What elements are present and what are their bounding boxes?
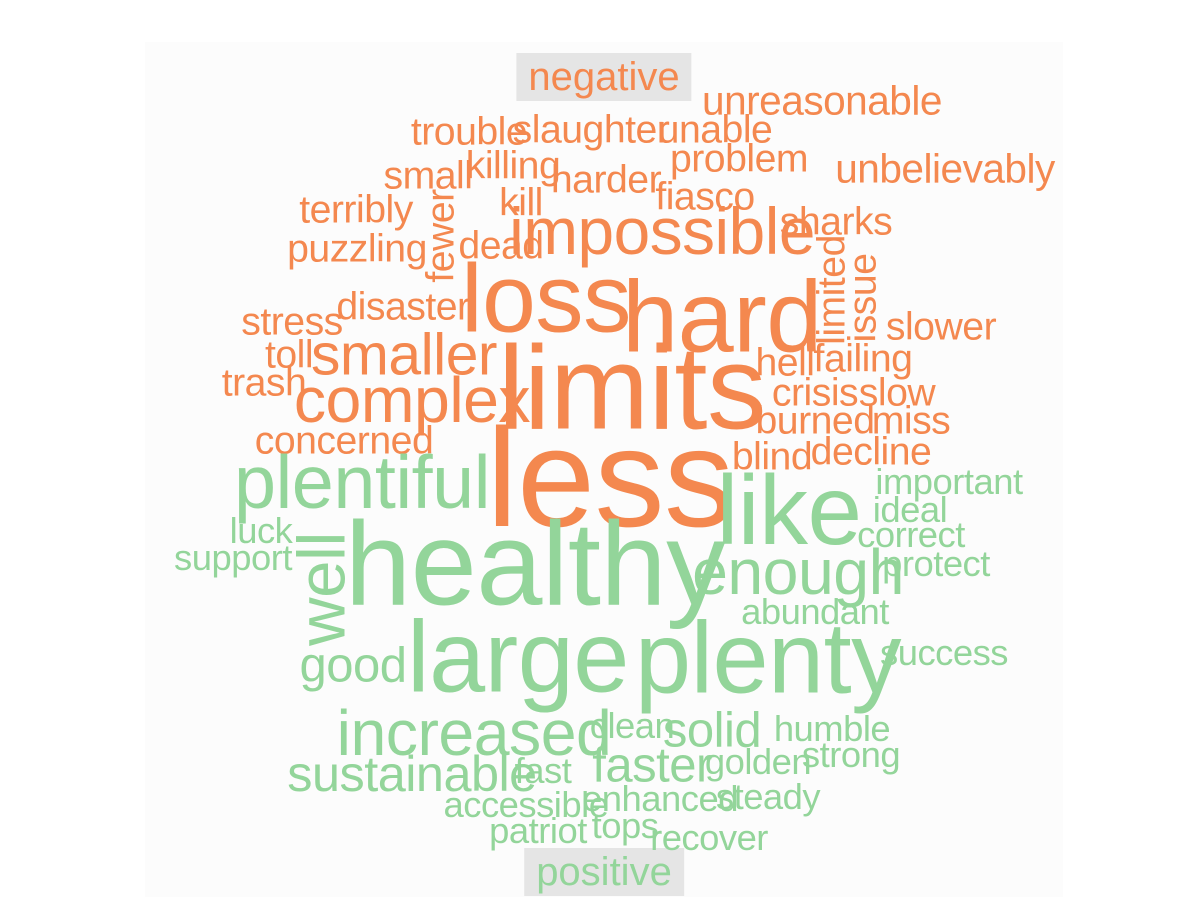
word-fiasco: fiasco bbox=[655, 175, 755, 219]
group-label-positive: positive bbox=[524, 848, 684, 896]
word-fewer: fewer bbox=[419, 189, 463, 283]
word-accessible: accessible bbox=[443, 783, 609, 825]
word-sharks: sharks bbox=[779, 200, 893, 244]
word-correct: correct bbox=[857, 513, 965, 555]
word-decline: decline bbox=[810, 430, 932, 474]
word-blind: blind bbox=[731, 435, 813, 479]
word-limits: limits bbox=[497, 321, 767, 455]
word-kill: kill bbox=[499, 181, 543, 225]
word-harder: harder bbox=[550, 158, 662, 202]
word-less: less bbox=[486, 399, 734, 556]
word-ideal: ideal bbox=[872, 488, 948, 530]
word-large: large bbox=[407, 601, 629, 714]
word-clean: clean bbox=[589, 704, 675, 746]
word-terribly: terribly bbox=[299, 188, 413, 232]
word-smaller: smaller bbox=[311, 322, 497, 388]
word-unreasonable: unreasonable bbox=[702, 77, 942, 124]
word-slow: slow bbox=[858, 371, 936, 415]
word-increased: increased bbox=[336, 696, 612, 769]
word-steady: steady bbox=[715, 775, 821, 817]
word-miss: miss bbox=[871, 399, 951, 443]
word-small: small bbox=[383, 154, 473, 198]
word-solid: solid bbox=[662, 703, 762, 758]
word-burned: burned bbox=[755, 399, 875, 443]
word-success: success bbox=[880, 631, 1008, 673]
word-abundant: abundant bbox=[741, 590, 889, 632]
group-label-negative: negative bbox=[516, 53, 692, 101]
word-well: well bbox=[284, 532, 360, 646]
word-support: support bbox=[174, 536, 292, 578]
word-good: good bbox=[299, 638, 407, 693]
word-trouble: trouble bbox=[410, 110, 528, 154]
word-like: like bbox=[716, 455, 862, 565]
word-concerned: concerned bbox=[254, 419, 434, 463]
word-slower: slower bbox=[885, 305, 997, 349]
word-puzzling: puzzling bbox=[287, 227, 427, 271]
wordcloud-panel bbox=[145, 42, 1063, 897]
word-toll: toll bbox=[264, 333, 314, 377]
word-crisis: crisis bbox=[771, 371, 859, 415]
word-enough: enough bbox=[692, 535, 904, 608]
word-important: important bbox=[875, 460, 1023, 502]
word-dead: dead bbox=[458, 224, 544, 268]
word-slaughter: slaughter bbox=[512, 108, 670, 152]
word-failing: failing bbox=[813, 337, 913, 381]
word-patriot: patriot bbox=[489, 809, 587, 851]
word-golden: golden bbox=[704, 740, 812, 782]
word-humble: humble bbox=[773, 707, 891, 749]
word-tops: tops bbox=[591, 804, 659, 846]
word-killing: killing bbox=[465, 144, 561, 188]
word-strong: strong bbox=[801, 733, 901, 775]
word-plenty: plenty bbox=[635, 602, 901, 715]
word-fast: fast bbox=[514, 749, 572, 791]
word-enhanced: enhanced bbox=[582, 777, 738, 819]
word-complex: complex bbox=[293, 363, 531, 436]
word-healthy: healthy bbox=[344, 497, 726, 631]
word-unable: unable bbox=[657, 108, 773, 152]
word-unbelievably: unbelievably bbox=[835, 145, 1055, 192]
word-hard: hard bbox=[622, 261, 822, 374]
word-luck: luck bbox=[229, 509, 293, 551]
word-disaster: disaster bbox=[336, 285, 470, 329]
word-hell: hell bbox=[755, 341, 815, 385]
word-trash: trash bbox=[221, 361, 307, 405]
word-plentiful: plentiful bbox=[233, 441, 491, 526]
word-loss: loss bbox=[461, 245, 631, 353]
word-problem: problem bbox=[669, 137, 809, 181]
word-protect: protect bbox=[882, 542, 990, 584]
word-sustainable: sustainable bbox=[287, 744, 537, 802]
word-stress: stress bbox=[241, 300, 343, 344]
word-recover: recover bbox=[650, 816, 768, 858]
word-faster: faster bbox=[592, 738, 712, 793]
word-impossible: impossible bbox=[509, 194, 815, 269]
word-issue: issue bbox=[841, 253, 885, 343]
